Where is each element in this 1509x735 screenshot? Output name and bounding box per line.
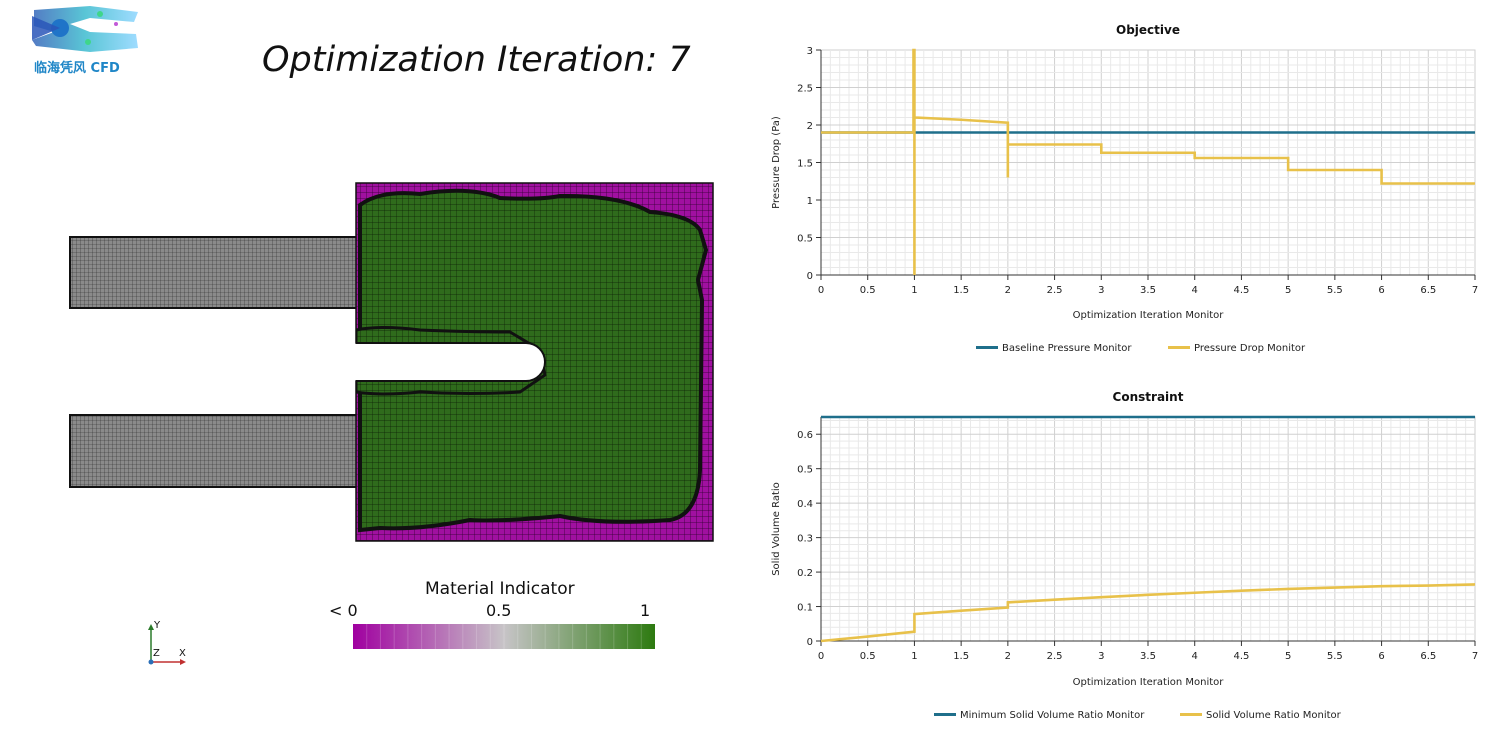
colorbar-tick-max: 1 <box>640 601 651 620</box>
objective-x-axis-label: Optimization Iteration Monitor <box>1073 310 1225 321</box>
x-tick-label: 5.5 <box>1327 651 1343 662</box>
x-tick-label: 0.5 <box>860 285 876 296</box>
triad-y-label: Y <box>153 620 161 631</box>
x-tick-label: 7 <box>1472 285 1478 296</box>
constraint-chart-title: Constraint <box>1113 390 1184 404</box>
objective-chart-title: Objective <box>1116 23 1180 37</box>
legend-label: Baseline Pressure Monitor <box>1002 343 1132 354</box>
colorbar <box>353 624 655 649</box>
x-tick-label: 4 <box>1192 285 1198 296</box>
inlet-channel-top <box>69 236 361 309</box>
x-tick-label: 0 <box>818 285 824 296</box>
x-tick-label: 6 <box>1378 651 1384 662</box>
geometry-view[interactable] <box>60 175 720 555</box>
x-tick-label: 5 <box>1285 651 1291 662</box>
x-tick-label: 6 <box>1378 285 1384 296</box>
series-line-solid-volume-ratio-monitor <box>820 583 1476 643</box>
x-tick-label: 5.5 <box>1327 285 1343 296</box>
y-tick-label: 0.4 <box>797 499 813 510</box>
x-tick-label: 4.5 <box>1233 285 1249 296</box>
x-tick-label: 4 <box>1192 651 1198 662</box>
series-line-pressure-drop-monitor <box>821 48 1475 275</box>
logo: 临海凭风 CFD <box>30 2 142 76</box>
x-tick-label: 1.5 <box>953 285 969 296</box>
x-tick-label: 6.5 <box>1420 651 1436 662</box>
colorbar-tick-min: < 0 <box>329 601 358 620</box>
y-tick-label: 2 <box>807 121 813 132</box>
iteration-title: Optimization Iteration: 7 <box>262 40 691 80</box>
logo-text: 临海凭风 CFD <box>34 61 120 76</box>
inlet-channel-bottom <box>69 414 361 488</box>
y-tick-label: 0.3 <box>797 534 813 545</box>
x-tick-label: 0.5 <box>860 651 876 662</box>
x-tick-label: 2.5 <box>1047 285 1063 296</box>
legend-label: Minimum Solid Volume Ratio Monitor <box>960 710 1145 721</box>
x-tick-label: 4.5 <box>1233 651 1249 662</box>
x-tick-label: 6.5 <box>1420 285 1436 296</box>
x-tick-label: 7 <box>1472 651 1478 662</box>
colorbar-title: Material Indicator <box>425 579 575 599</box>
x-tick-label: 1 <box>911 285 917 296</box>
y-tick-label: 0.5 <box>797 465 813 476</box>
axis-triad: Y Z X <box>148 620 186 665</box>
y-tick-label: 0.5 <box>797 234 813 245</box>
x-tick-label: 1 <box>911 651 917 662</box>
y-tick-label: 3 <box>807 46 813 57</box>
x-tick-label: 2 <box>1005 651 1011 662</box>
x-tick-label: 5 <box>1285 285 1291 296</box>
constraint-y-axis-label: Solid Volume Ratio <box>771 482 782 576</box>
logo-graphic-icon <box>32 6 138 52</box>
y-tick-label: 2.5 <box>797 84 813 95</box>
y-tick-label: 0.2 <box>797 568 813 579</box>
y-tick-label: 0.1 <box>797 603 813 614</box>
x-tick-label: 3 <box>1098 285 1104 296</box>
x-tick-label: 3.5 <box>1140 651 1156 662</box>
triad-x-label: X <box>179 648 186 659</box>
x-tick-label: 0 <box>818 651 824 662</box>
legend-label: Solid Volume Ratio Monitor <box>1206 710 1342 721</box>
x-tick-label: 3 <box>1098 651 1104 662</box>
x-tick-label: 2 <box>1005 285 1011 296</box>
objective-chart[interactable]: Objective 0 0.5 1 1.5 2 2.5 3 3.5 4 4.5 5 5.5 6 6.5 7 0 0… <box>760 0 1500 370</box>
x-tick-label: 2.5 <box>1047 651 1063 662</box>
y-tick-label: 0 <box>807 637 813 648</box>
colorbar-tick-mid: 0.5 <box>486 601 512 620</box>
triad-z-label: Z <box>153 648 160 659</box>
y-tick-label: 1 <box>807 196 813 207</box>
x-tick-label: 3.5 <box>1140 285 1156 296</box>
x-tick-label: 1.5 <box>953 651 969 662</box>
y-tick-label: 0 <box>807 271 813 282</box>
y-tick-label: 0.6 <box>797 430 813 441</box>
objective-y-axis-label: Pressure Drop (Pa) <box>771 116 782 209</box>
constraint-chart[interactable]: Constraint 0 0.5 1 1.5 2 2.5 3 3.5 4 4.5 5 5.5 6 6.5 7 0… <box>760 370 1500 735</box>
constraint-x-axis-label: Optimization Iteration Monitor <box>1073 677 1225 688</box>
y-tick-label: 1.5 <box>797 159 813 170</box>
legend-label: Pressure Drop Monitor <box>1194 343 1306 354</box>
